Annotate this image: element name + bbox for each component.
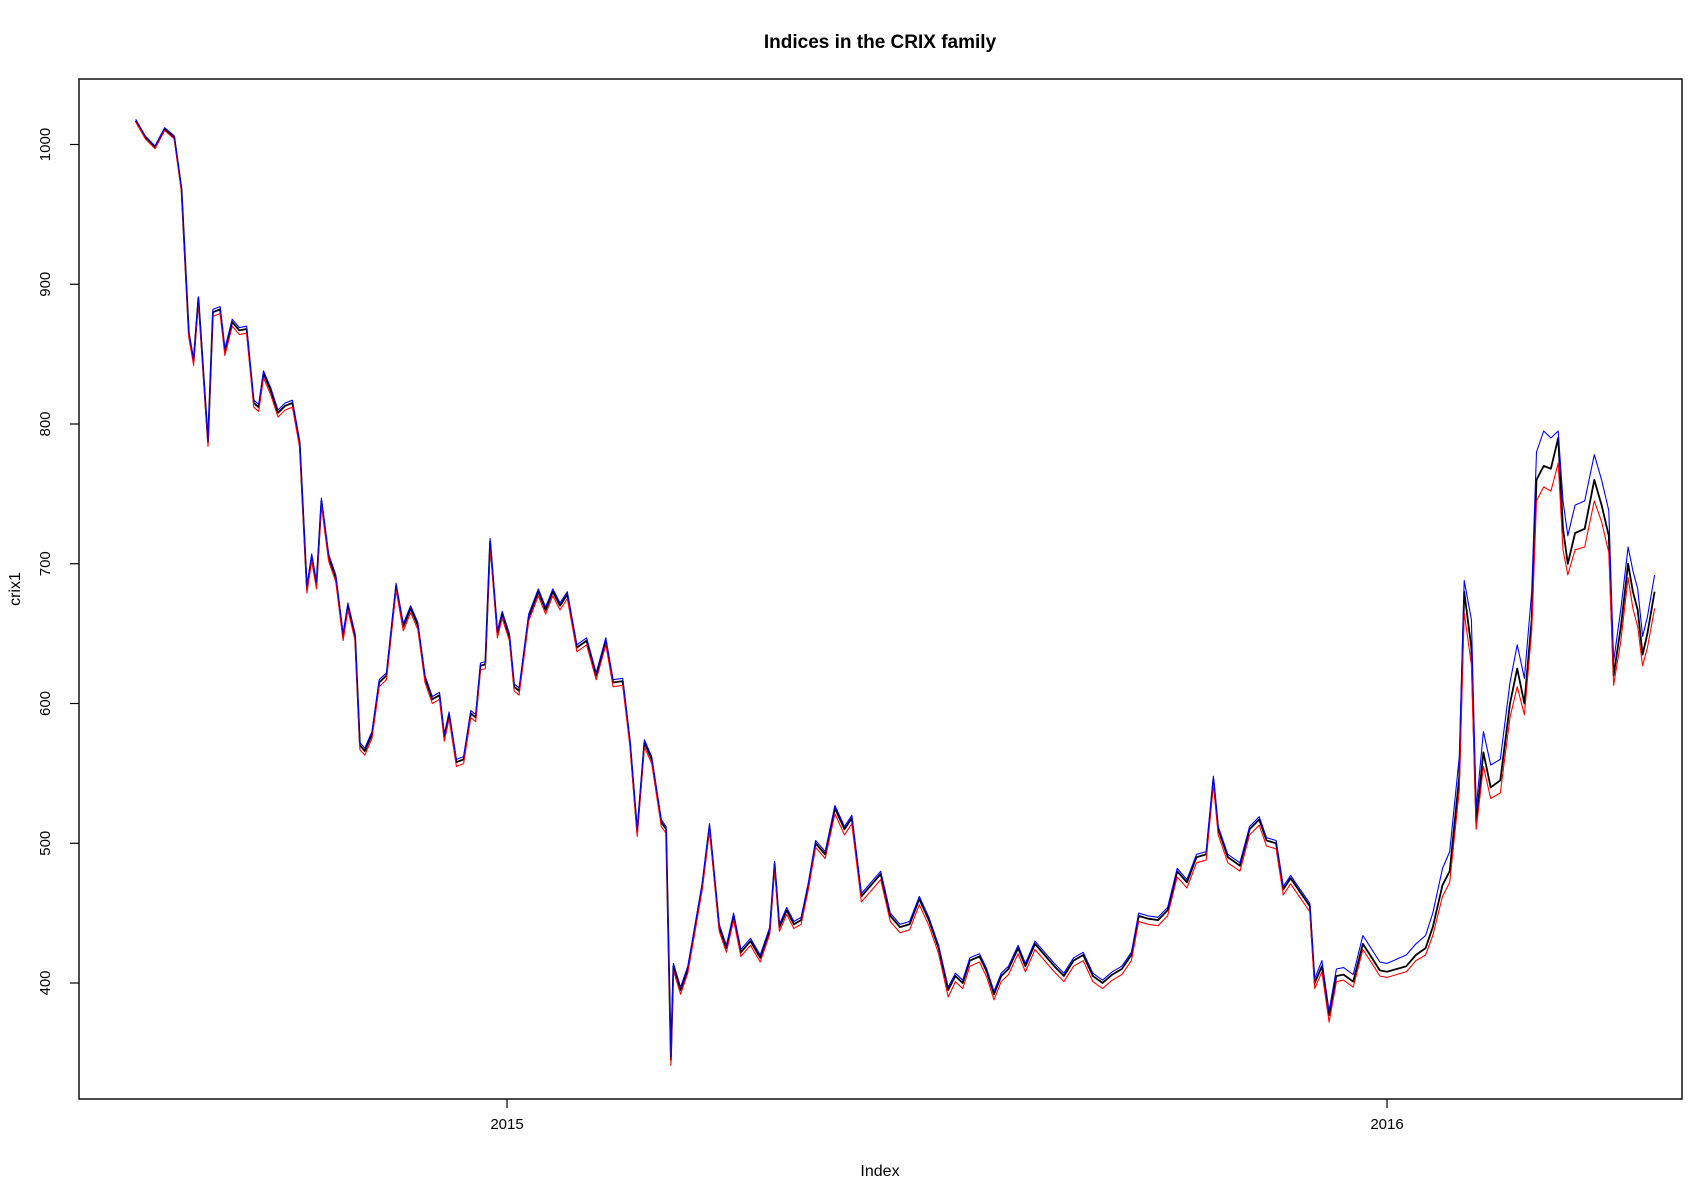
y-tick-label: 800: [37, 411, 54, 436]
series-line-black: [134, 120, 1656, 1061]
chart-title: Indices in the CRIX family: [764, 32, 997, 53]
y-tick-label: 900: [37, 272, 54, 297]
x-tick-label: 2016: [1370, 1116, 1403, 1133]
series-line-red: [135, 121, 1656, 1067]
x-axis: 2015 2016: [490, 1099, 1404, 1133]
x-axis-label: Index: [860, 1163, 899, 1180]
y-tick-label: 600: [37, 691, 54, 716]
y-tick-label: 500: [37, 831, 54, 856]
y-tick-label: 400: [37, 970, 54, 995]
y-tick-label: 700: [37, 551, 54, 576]
y-axis-label: crix1: [7, 572, 24, 606]
series-line-blue: [135, 119, 1656, 1058]
plot-frame: [78, 78, 1683, 1100]
y-axis: 400 500 600 700 800 900 1000: [37, 128, 79, 996]
series-layer: [134, 119, 1656, 1067]
x-tick-label: 2015: [490, 1116, 523, 1133]
y-tick-label: 1000: [37, 128, 54, 161]
